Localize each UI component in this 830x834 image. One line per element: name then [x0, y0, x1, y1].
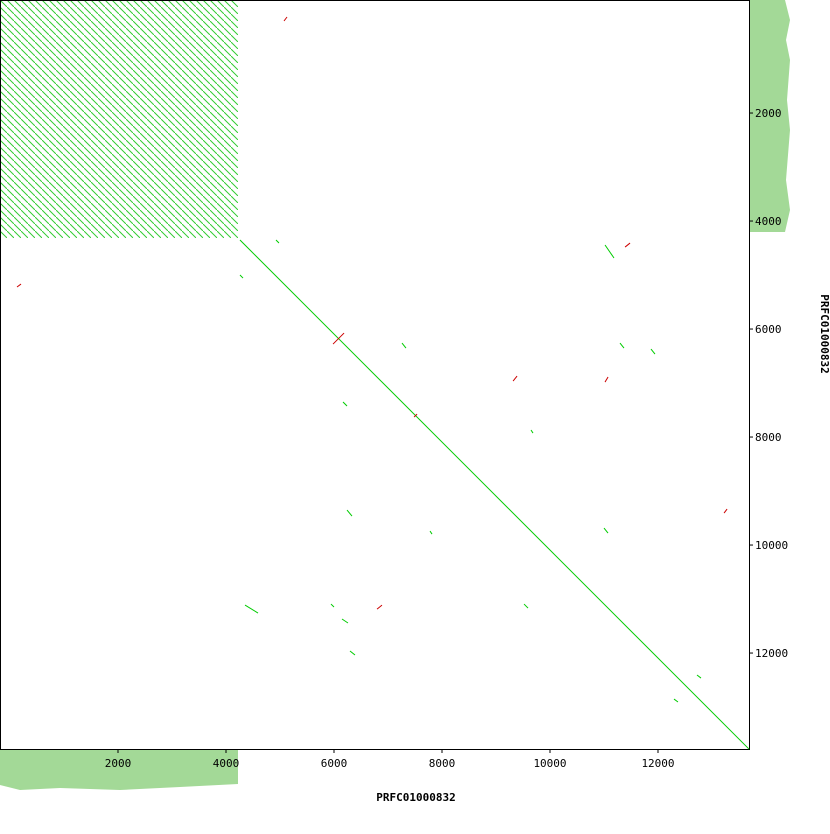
- match-segment: [696, 674, 702, 679]
- x-tick-label: 2000: [105, 757, 132, 770]
- coverage-right: [750, 0, 790, 232]
- match-segment: [624, 242, 631, 248]
- match-segment: [603, 527, 609, 534]
- match-segment: [332, 332, 345, 345]
- match-segment: [512, 375, 518, 382]
- match-segment: [330, 603, 335, 608]
- x-tick-label: 4000: [213, 757, 240, 770]
- match-segment: [673, 698, 679, 703]
- match-segment: [530, 429, 534, 434]
- x-tick-label: 12000: [641, 757, 674, 770]
- y-tick-label: 2000: [755, 107, 782, 120]
- match-segment: [523, 603, 529, 609]
- match-segment: [619, 342, 625, 349]
- match-segment: [239, 239, 750, 750]
- y-tick-label: 10000: [755, 539, 788, 552]
- y-axis-label: PRFC01000832: [818, 294, 830, 373]
- match-segment: [401, 342, 407, 349]
- repeat-block: [0, 0, 238, 238]
- x-tick-label: 10000: [533, 757, 566, 770]
- plot-frame: [0, 0, 750, 750]
- match-segment: [16, 283, 22, 288]
- match-segment: [349, 650, 356, 656]
- match-segment: [413, 413, 418, 418]
- match-segment: [239, 274, 244, 279]
- match-segment: [283, 16, 288, 22]
- y-tick-label: 4000: [755, 215, 782, 228]
- match-segment: [244, 604, 259, 614]
- y-tick-label: 12000: [755, 647, 788, 660]
- match-segment: [342, 401, 348, 407]
- match-segment: [723, 508, 728, 514]
- match-segment: [429, 530, 433, 535]
- match-segment: [346, 509, 353, 517]
- match-segment: [650, 348, 656, 355]
- coverage-bottom: [0, 750, 238, 790]
- match-segment: [604, 376, 609, 383]
- y-tick-label: 8000: [755, 431, 782, 444]
- y-tick-label: 6000: [755, 323, 782, 336]
- x-axis-label: PRFC01000832: [376, 791, 455, 804]
- match-segment: [341, 618, 349, 624]
- match-segment: [604, 244, 615, 259]
- match-segment: [376, 604, 383, 610]
- match-segment: [275, 239, 280, 244]
- x-tick-label: 6000: [321, 757, 348, 770]
- x-tick-label: 8000: [429, 757, 456, 770]
